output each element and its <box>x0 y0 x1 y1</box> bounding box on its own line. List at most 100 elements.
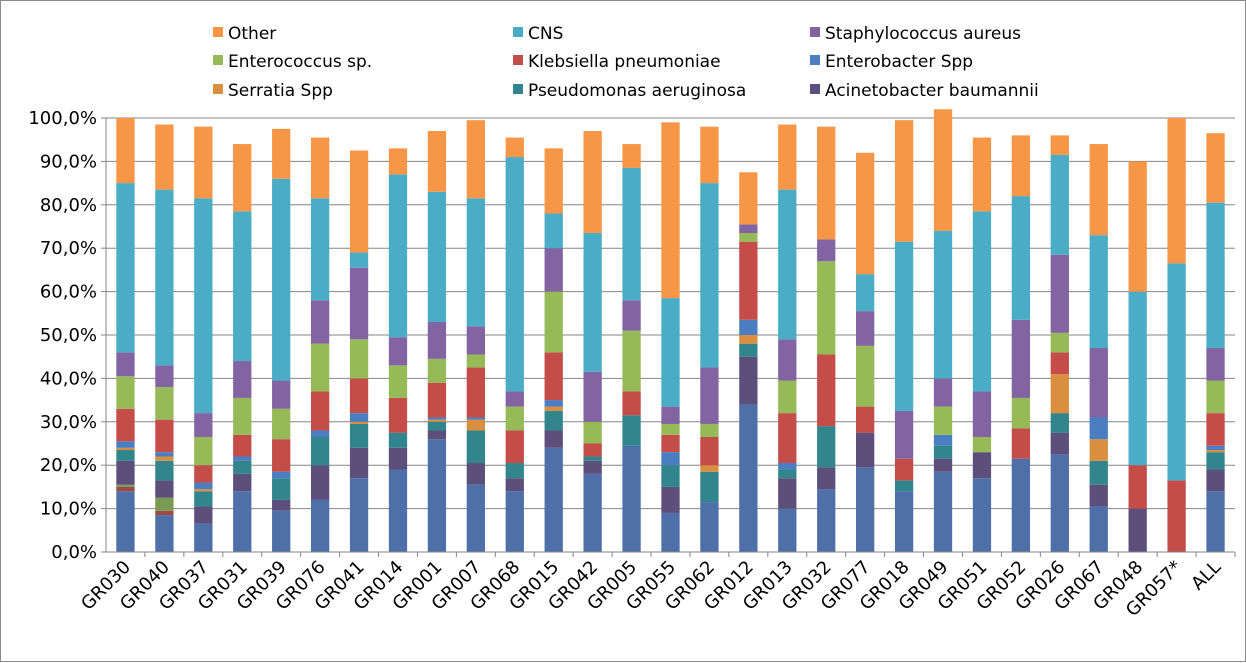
bar-segment <box>583 456 602 461</box>
bar-segment <box>155 452 174 457</box>
bar-segment <box>778 189 797 340</box>
y-tick-label: 30,0% <box>40 412 97 433</box>
bar-segment <box>427 417 447 420</box>
bar-segment <box>388 397 408 433</box>
bar-segment <box>544 447 563 552</box>
bar-segment <box>1089 506 1108 552</box>
bar-segment <box>700 423 719 437</box>
bar-segment <box>349 378 369 414</box>
bar-segment <box>817 354 836 427</box>
bar-segment <box>388 447 408 470</box>
bar-segment <box>700 436 719 466</box>
bar-segment <box>427 131 447 192</box>
bar-segment <box>700 126 719 184</box>
bar-segment <box>778 469 797 479</box>
bar-segment <box>622 391 641 416</box>
bar-segment <box>466 367 485 418</box>
bar-segment <box>739 224 758 234</box>
bar-segment <box>856 406 875 433</box>
bar-segment <box>1089 235 1108 349</box>
bar-segment <box>583 473 602 552</box>
bar-segment <box>155 189 174 366</box>
bar-segment <box>933 378 953 407</box>
bar-segment <box>388 174 408 338</box>
legend-swatch <box>213 55 223 65</box>
bar-segment <box>194 413 213 437</box>
bar-segment <box>856 345 875 407</box>
bar-segment <box>739 335 758 344</box>
bar-segment <box>1011 458 1031 552</box>
legend-label: Enterobacter Spp <box>825 52 973 72</box>
x-tick-label: ALL <box>1187 557 1225 595</box>
bar-segment <box>233 361 252 398</box>
bar-segment <box>933 109 953 231</box>
legend-label: Serratia Spp <box>228 81 333 101</box>
bar-segment <box>1128 465 1147 509</box>
bar-segment <box>466 463 485 485</box>
bar-segment <box>155 510 174 516</box>
legend-swatch <box>513 55 523 65</box>
bar-segment <box>856 274 875 312</box>
legend-swatch <box>213 27 223 37</box>
bar-segment <box>661 465 680 487</box>
bar-segment <box>155 456 174 461</box>
bar-segment <box>583 421 602 444</box>
bar-segment <box>233 460 252 474</box>
bar-segment <box>700 502 719 552</box>
bar-segment <box>427 421 447 431</box>
bar-segment <box>310 465 330 500</box>
bar-segment <box>310 430 330 437</box>
legend-swatch <box>213 84 223 94</box>
bar-segment <box>894 120 914 242</box>
bar-segment <box>1050 154 1069 255</box>
bar-segment <box>544 291 563 353</box>
bar-segment <box>310 391 330 431</box>
bar-segment <box>622 330 641 392</box>
bar-segment <box>1128 508 1147 552</box>
y-tick-label: 40,0% <box>40 368 97 389</box>
bar-segment <box>856 467 875 552</box>
bar-segment <box>1206 413 1225 446</box>
bar-segment <box>972 478 992 552</box>
bar-segment <box>427 321 447 359</box>
bar-segment <box>233 144 252 212</box>
bar-segment <box>349 413 369 422</box>
bar-segment <box>894 491 914 552</box>
bar-segment <box>778 380 797 414</box>
bar-segment <box>1011 397 1031 429</box>
bar-segment <box>972 137 992 212</box>
bar-segment <box>1050 454 1069 552</box>
bar-segment <box>778 339 797 381</box>
bar-segment <box>427 358 447 383</box>
bar-segment <box>388 365 408 398</box>
bar-segment <box>1167 480 1186 552</box>
bar-segment <box>310 300 330 344</box>
bar-segment <box>700 465 719 472</box>
bar-segment <box>427 419 447 422</box>
bar-segment <box>1011 196 1031 320</box>
bar-segment <box>583 443 602 457</box>
bar-segment <box>1050 332 1069 353</box>
bar-segment <box>349 447 369 479</box>
bar-segment <box>272 408 291 440</box>
bar-segment <box>505 157 524 392</box>
bar-segment <box>817 426 836 468</box>
bar-segment <box>1206 491 1225 552</box>
bar-segment <box>544 430 563 448</box>
legend: Other CNS Staphylococcus aureus Enterococcu… <box>213 24 1039 101</box>
bar-segment <box>583 460 602 474</box>
bar-segment <box>1206 380 1225 414</box>
bar-segment <box>233 211 252 362</box>
bar-segment <box>233 397 252 435</box>
bar-segment <box>155 124 174 190</box>
legend-label: Enterococcus sp. <box>228 52 372 72</box>
bar-segment <box>661 406 680 424</box>
bar-segment <box>739 172 758 225</box>
bar-segment <box>116 376 135 409</box>
bar-segment <box>1050 374 1069 414</box>
bar-segment <box>894 458 914 481</box>
y-tick-label: 0,0% <box>51 542 97 563</box>
bar-segment <box>544 213 563 249</box>
legend-swatch <box>810 84 820 94</box>
bar-segment <box>817 261 836 355</box>
